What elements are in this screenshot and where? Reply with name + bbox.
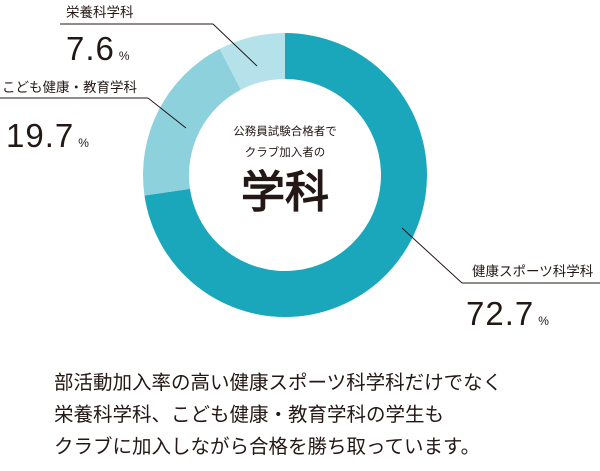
label-kids-education: こども健康・教育学科 <box>2 79 137 96</box>
center-main-text: 学科 <box>241 167 329 218</box>
value-health-sports-unit: % <box>538 314 549 328</box>
leader-line-nutrition <box>212 23 258 67</box>
caption-line-1: 部活動加入率の高い健康スポーツ科学科だけでなく <box>54 371 503 394</box>
value-health-sports-number: 72.7 <box>466 295 534 332</box>
value-health-sports: 72.7% <box>466 295 549 332</box>
slice-health-sports <box>144 33 427 317</box>
value-nutrition-unit: % <box>119 49 130 63</box>
value-kids-education-unit: % <box>78 136 89 150</box>
caption: 部活動加入率の高い健康スポーツ科学科だけでなく 栄養科学科、こども健康・教育学科… <box>54 367 594 463</box>
caption-line-3: クラブに加入しながら合格を勝ち取っています。 <box>54 435 481 458</box>
donut-chart: 公務員試験合格者で クラブ加入者の 学科 健康スポーツ科学科 こども健康・教育学… <box>0 4 600 332</box>
value-nutrition-number: 7.6 <box>66 30 115 67</box>
center-subtitle-line-2: クラブ加入者の <box>245 145 326 159</box>
slice-kids-education <box>143 48 241 196</box>
caption-line-2: 栄養科学科、こども健康・教育学科の学生も <box>54 403 445 426</box>
value-kids-education-number: 19.7 <box>6 117 74 154</box>
leader-line-health-sports <box>401 227 463 284</box>
leader-line-kids-education <box>147 97 187 129</box>
center-subtitle-line-1: 公務員試験合格者で <box>233 124 337 138</box>
label-health-sports: 健康スポーツ科学科 <box>472 263 594 280</box>
value-kids-education: 19.7% <box>6 117 89 154</box>
value-nutrition: 7.6% <box>66 30 130 67</box>
label-nutrition: 栄養科学科 <box>66 4 134 21</box>
